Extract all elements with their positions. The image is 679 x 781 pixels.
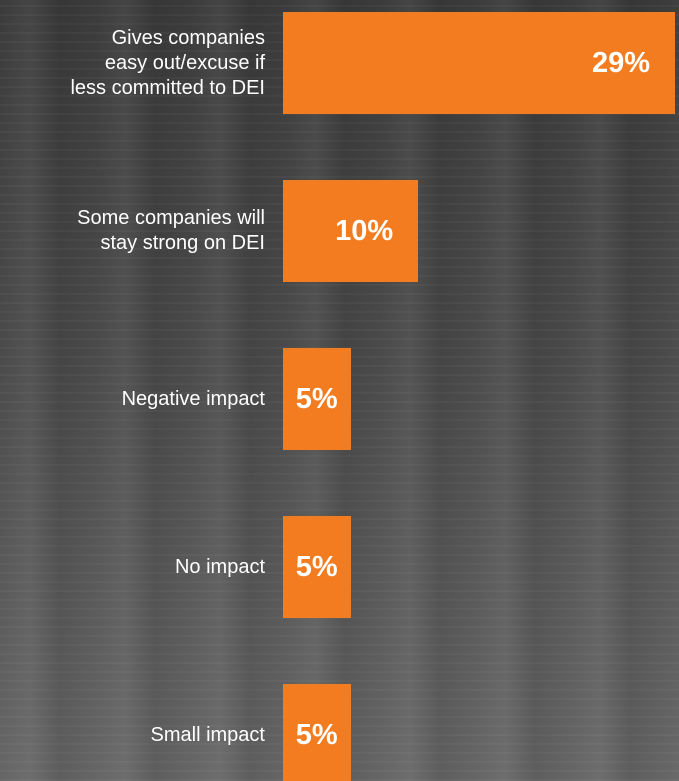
category-label: No impact — [174, 555, 265, 578]
bar — [283, 516, 351, 618]
value-label: 10% — [335, 215, 394, 247]
bar — [283, 180, 419, 282]
category-label: Negative impact — [121, 387, 265, 410]
bar — [283, 348, 351, 450]
category-label: Gives companies easy out/excuse if less … — [70, 26, 265, 99]
value-label: 29% — [592, 47, 651, 79]
bar — [283, 684, 351, 781]
bar — [283, 12, 675, 114]
value-label: 5% — [295, 383, 338, 415]
value-label: 5% — [295, 719, 338, 751]
category-label: Small impact — [150, 723, 265, 746]
category-label: Some companies will stay strong on DEI — [77, 207, 265, 254]
value-label: 5% — [295, 551, 338, 583]
